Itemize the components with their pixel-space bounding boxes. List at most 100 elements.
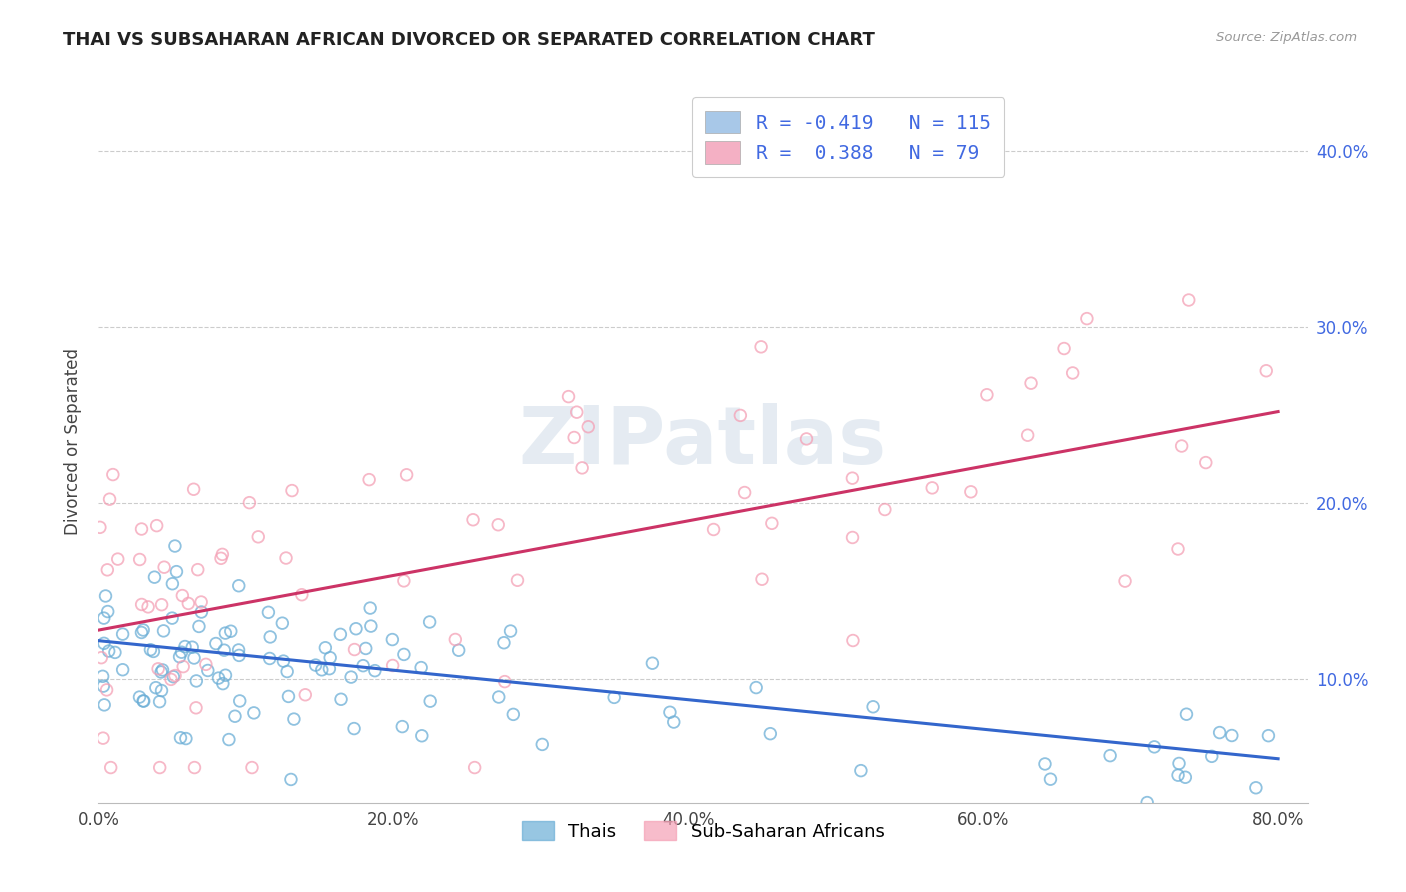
Point (1039, 772, 1062, 787)
Point (228, 643, 250, 657)
Point (142, 644, 165, 658)
Point (1167, 541, 1189, 556)
Point (131, 598, 153, 612)
Point (152, 624, 174, 638)
Point (214, 626, 236, 640)
Point (849, 764, 872, 778)
Y-axis label: Divorced or Separated: Divorced or Separated (65, 348, 83, 535)
Point (247, 530, 270, 544)
Point (354, 641, 377, 656)
Point (163, 539, 186, 553)
Point (841, 531, 863, 545)
Point (132, 694, 155, 708)
Point (228, 648, 250, 663)
Point (1195, 456, 1218, 470)
Point (703, 523, 725, 537)
Point (395, 467, 418, 482)
Point (190, 605, 212, 619)
Point (172, 589, 194, 603)
Point (183, 760, 205, 774)
Point (276, 665, 298, 679)
Point (976, 388, 998, 402)
Point (330, 692, 353, 706)
Point (104, 645, 127, 659)
Point (759, 727, 782, 741)
Point (755, 807, 778, 822)
Point (796, 432, 818, 446)
Point (319, 650, 342, 665)
Point (194, 657, 217, 672)
Point (136, 599, 159, 614)
Point (229, 694, 252, 708)
Point (259, 651, 281, 665)
Point (101, 467, 124, 482)
Point (1177, 293, 1199, 307)
Point (343, 722, 366, 736)
Point (411, 660, 433, 674)
Point (150, 665, 173, 679)
Point (100, 760, 122, 774)
Point (238, 496, 260, 510)
Point (734, 485, 756, 500)
Point (111, 663, 134, 677)
Point (291, 588, 314, 602)
Point (1208, 725, 1230, 739)
Point (447, 643, 470, 657)
Point (960, 484, 983, 499)
Point (1257, 729, 1279, 743)
Point (183, 651, 205, 665)
Point (344, 622, 367, 636)
Point (131, 625, 153, 640)
Point (364, 664, 387, 678)
Point (111, 627, 134, 641)
Point (841, 471, 863, 485)
Point (749, 340, 772, 354)
Point (411, 729, 433, 743)
Point (571, 461, 593, 475)
Point (150, 683, 173, 698)
Point (359, 473, 381, 487)
Point (1201, 749, 1223, 764)
Point (212, 643, 235, 657)
Point (281, 483, 304, 498)
Point (212, 676, 235, 690)
Point (93, 611, 115, 625)
Point (502, 707, 524, 722)
Point (139, 642, 162, 657)
Point (170, 645, 193, 659)
Point (186, 673, 208, 688)
Point (842, 633, 865, 648)
Point (209, 551, 232, 566)
Point (218, 732, 240, 747)
Point (499, 624, 522, 638)
Point (277, 690, 299, 704)
Point (94, 589, 117, 603)
Point (91, 679, 114, 693)
Point (1017, 428, 1039, 442)
Point (145, 518, 167, 533)
Point (531, 738, 554, 752)
Point (360, 619, 382, 633)
Point (240, 760, 263, 774)
Point (1170, 439, 1192, 453)
Point (143, 570, 166, 584)
Point (93, 698, 115, 712)
Point (419, 694, 441, 708)
Point (311, 663, 333, 677)
Point (565, 405, 588, 419)
Point (1053, 342, 1076, 356)
Point (359, 601, 381, 615)
Point (352, 658, 374, 673)
Point (464, 760, 486, 774)
Point (603, 690, 626, 705)
Point (873, 502, 896, 516)
Point (1114, 574, 1136, 588)
Point (273, 654, 295, 668)
Point (1136, 796, 1159, 810)
Point (318, 662, 340, 676)
Point (219, 624, 242, 639)
Point (391, 720, 413, 734)
Point (494, 674, 516, 689)
Point (576, 419, 599, 434)
Point (128, 552, 150, 566)
